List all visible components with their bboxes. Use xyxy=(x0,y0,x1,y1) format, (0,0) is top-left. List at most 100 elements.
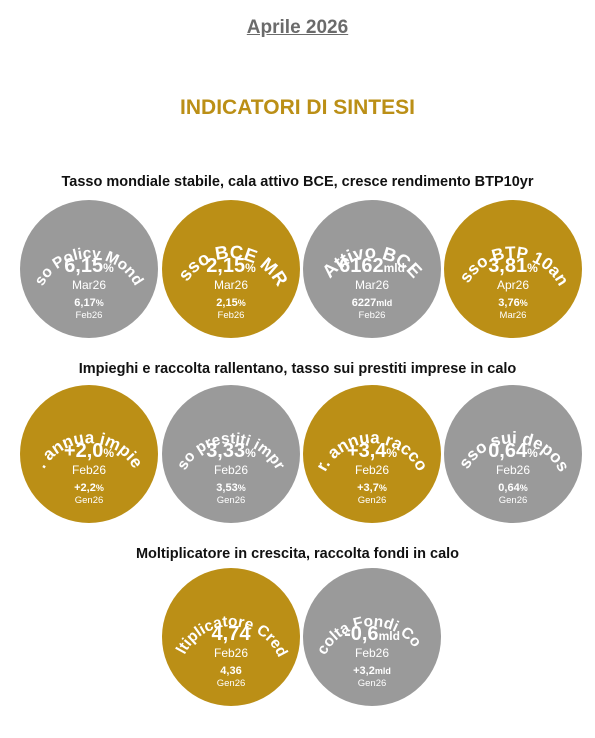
indicator-card-tasso-prestiti-imprese: Tasso prestiti imprese3,33%Feb263,53%Gen… xyxy=(162,385,300,523)
indicator-value-unit: % xyxy=(103,446,115,460)
indicator-period: Feb26 xyxy=(162,647,300,659)
indicator-prev-period-number: Feb26 xyxy=(75,310,103,321)
indicator-prev-period-number: Mar26 xyxy=(499,310,527,321)
indicator-period-number: Feb26 xyxy=(354,646,390,660)
indicator-prev-value: +3,7% xyxy=(303,483,441,494)
indicator-value-unit: % xyxy=(527,446,538,460)
arc-label-svg: Tasso sui depositi xyxy=(444,385,573,475)
indicator-prev-value-unit: % xyxy=(237,483,246,493)
indicator-prev-period-number: Feb26 xyxy=(358,310,386,321)
indicator-prev-period: Gen26 xyxy=(444,496,582,506)
indicator-prev-period: Gen26 xyxy=(303,496,441,506)
indicator-value-number: 6162 xyxy=(339,255,384,277)
indicator-prev-period-number: Gen26 xyxy=(216,495,246,506)
indicator-period: Feb26 xyxy=(162,464,300,476)
section-title-loans: Impieghi e raccolta rallentano, tasso su… xyxy=(78,361,517,377)
indicator-value-unit: mld xyxy=(383,261,405,275)
arc-label-svg: Tasso BTP 10anni xyxy=(444,200,572,289)
indicator-prev-value-number: +3,7 xyxy=(357,482,379,494)
indicator-prev-value: +2,2% xyxy=(20,483,158,494)
indicator-value-number: +3,4 xyxy=(346,440,387,462)
indicator-card-attivo-bce: Attivo BCE 6162mld Mar26 6227mld Feb26 xyxy=(303,200,441,338)
indicator-value-unit: % xyxy=(103,261,114,275)
indicator-prev-period: Gen26 xyxy=(20,496,158,506)
arc-label-svg: Tasso prestiti imprese xyxy=(162,385,288,473)
indicator-prev-period-number: Gen26 xyxy=(498,495,528,506)
indicator-prev-value-number: 4,36 xyxy=(220,665,242,677)
indicator-value: 3,33% xyxy=(162,441,300,461)
indicator-period-number: Feb26 xyxy=(213,463,249,477)
indicator-value-number: 0,64 xyxy=(488,440,528,462)
section-title-multiplier: Moltiplicatore in crescita, raccolta fon… xyxy=(135,546,460,562)
indicator-value-unit: % xyxy=(386,446,398,460)
indicator-prev-period: Feb26 xyxy=(303,311,441,321)
main-heading: INDICATORI DI SINTESI xyxy=(180,96,415,119)
indicator-prev-period-number: Gen26 xyxy=(357,495,387,506)
indicator-prev-value-unit: mld xyxy=(376,298,393,308)
indicator-prev-period: Gen26 xyxy=(303,679,441,689)
indicator-period-number: Feb26 xyxy=(71,463,107,477)
indicator-value: +3,4% xyxy=(303,441,441,461)
indicator-prev-value: 3,53% xyxy=(162,483,300,494)
indicator-value: 0,64% xyxy=(444,441,582,461)
indicator-period-number: Mar26 xyxy=(213,278,248,292)
indicator-value: 2,15% xyxy=(162,256,300,276)
page-title: Aprile 2026 xyxy=(246,17,349,38)
indicator-card-tasso-policy-mondiale: Tasso Policy Mondiale6,15%Mar266,17%Feb2… xyxy=(20,200,158,338)
indicator-period: Mar26 xyxy=(162,279,300,291)
indicator-prev-value-unit: % xyxy=(95,298,104,308)
indicator-prev-value: 0,64% xyxy=(444,483,582,494)
indicator-prev-value-unit: % xyxy=(237,298,246,308)
indicator-period-number: Feb26 xyxy=(354,463,390,477)
arc-label-svg: Tasso Policy Mondiale xyxy=(20,200,146,289)
indicator-prev-value-number: +3,2 xyxy=(353,665,375,677)
indicator-value-number: 4,74 xyxy=(211,623,251,645)
indicator-value-number: 2,15 xyxy=(206,255,246,277)
indicator-value: 6,15% xyxy=(20,256,158,276)
indicator-card-var-annua-impieghi: Var. annua impieghi+2,0%Feb26+2,2%Gen26 xyxy=(20,385,158,523)
indicator-value: +2,0% xyxy=(20,441,158,461)
arc-label-svg: Var. annua impieghi xyxy=(20,385,147,472)
indicator-prev-period: Mar26 xyxy=(444,311,582,321)
indicator-prev-period-number: Gen26 xyxy=(216,678,246,689)
indicator-period: Mar26 xyxy=(303,279,441,291)
indicator-period: Feb26 xyxy=(444,464,582,476)
indicator-prev-value-number: +2,2 xyxy=(74,482,96,494)
arc-label-svg: Raccolta Fondi Comuni xyxy=(303,568,425,658)
indicator-prev-period-number: Gen26 xyxy=(357,678,387,689)
indicator-value-number: -0,6 xyxy=(344,623,379,645)
indicator-prev-period: Feb26 xyxy=(162,311,300,321)
indicator-prev-value: +3,2mld xyxy=(303,666,441,677)
indicator-prev-value: 2,15% xyxy=(162,298,300,309)
indicator-prev-period-number: Feb26 xyxy=(217,310,245,321)
indicator-prev-value-unit: % xyxy=(95,483,104,493)
indicator-prev-period: Feb26 xyxy=(20,311,158,321)
indicator-value-number: 3,81 xyxy=(488,255,528,277)
indicator-prev-value-unit: mld xyxy=(374,666,391,676)
arc-label-svg: Attivo BCE xyxy=(318,241,427,282)
section-title-rates: Tasso mondiale stabile, cala attivo BCE,… xyxy=(61,174,534,190)
indicator-period-number: Apr26 xyxy=(496,278,530,292)
indicator-prev-value-number: 6,17 xyxy=(74,297,96,309)
indicator-value: -0,6mld xyxy=(303,624,441,644)
indicator-period-number: Mar26 xyxy=(354,278,389,292)
indicator-value-number: 3,33 xyxy=(206,440,246,462)
indicator-value: 4,74 xyxy=(162,624,300,644)
indicator-period: Mar26 xyxy=(20,279,158,291)
indicator-period-number: Feb26 xyxy=(495,463,531,477)
indicator-prev-value: 4,36 xyxy=(162,666,300,677)
indicator-prev-value: 3,76% xyxy=(444,298,582,309)
indicator-period: Apr26 xyxy=(444,279,582,291)
indicator-prev-value-number: 6227 xyxy=(351,297,377,309)
indicator-prev-value: 6,17% xyxy=(20,298,158,309)
indicator-prev-value-number: 2,15 xyxy=(216,297,238,309)
indicator-prev-value-unit: % xyxy=(378,483,387,493)
indicator-card-var-annua-raccolta: Var. annua raccolta+3,4%Feb26+3,7%Gen26 xyxy=(303,385,441,523)
indicator-value-unit: mld xyxy=(378,629,400,643)
indicator-prev-value-number: 3,53 xyxy=(216,482,238,494)
indicator-prev-period-number: Gen26 xyxy=(74,495,104,506)
